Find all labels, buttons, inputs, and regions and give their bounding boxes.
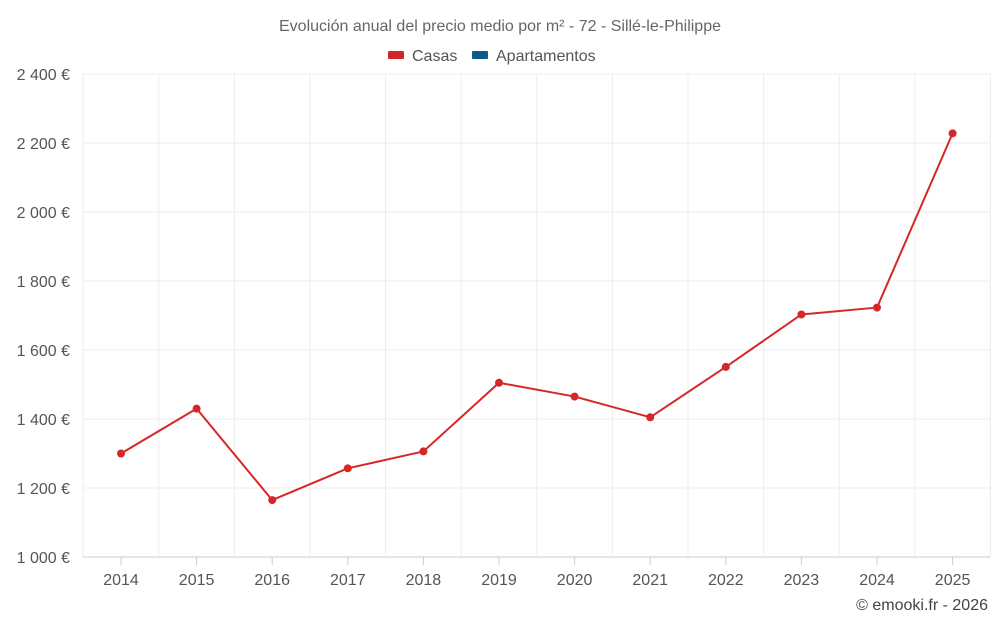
data-point-casas[interactable] <box>646 413 655 422</box>
y-tick-label: 2 200 € <box>17 136 70 153</box>
credit-text: © emooki.fr - 2026 <box>856 597 988 614</box>
series-casas <box>117 129 957 505</box>
data-point-casas[interactable] <box>797 310 806 319</box>
x-tick-label: 2024 <box>859 572 895 589</box>
y-tick-label: 1 200 € <box>17 481 70 498</box>
chart-title: Evolución anual del precio medio por m² … <box>279 18 721 35</box>
legend-item-apartamentos[interactable]: Apartamentos <box>472 48 596 65</box>
data-point-casas[interactable] <box>117 449 125 458</box>
data-point-casas[interactable] <box>495 378 503 387</box>
y-tick-label: 2 000 € <box>17 205 70 222</box>
data-point-casas[interactable] <box>570 392 579 401</box>
legend: Casas Apartamentos <box>388 48 596 65</box>
x-tick-label: 2021 <box>632 572 668 589</box>
x-tick-label: 2020 <box>557 572 593 589</box>
data-point-casas[interactable] <box>419 447 428 456</box>
legend-label-apartamentos: Apartamentos <box>496 48 596 65</box>
y-axis-ticks: 1 000 € 1 200 € 1 400 € 1 600 € 1 800 € 2 000… <box>17 67 70 567</box>
legend-label-casas: Casas <box>412 48 457 65</box>
y-tick-label: 2 400 € <box>17 67 70 84</box>
x-tick-label: 2019 <box>481 572 517 589</box>
legend-swatch-casas <box>388 51 404 59</box>
data-point-casas[interactable] <box>343 464 352 473</box>
grid <box>82 73 991 557</box>
y-tick-label: 1 800 € <box>17 274 70 291</box>
data-point-casas[interactable] <box>948 129 957 138</box>
x-tick-label: 2018 <box>406 572 442 589</box>
x-tick-label: 2015 <box>179 572 215 589</box>
x-tick-label: 2014 <box>103 572 139 589</box>
y-tick-label: 1 600 € <box>17 343 70 360</box>
data-point-casas[interactable] <box>192 404 201 413</box>
y-tick-label: 1 000 € <box>17 550 70 567</box>
x-tick-label: 2016 <box>254 572 290 589</box>
legend-swatch-apartamentos <box>472 51 488 59</box>
data-point-casas[interactable] <box>268 496 277 505</box>
x-tick-label: 2017 <box>330 572 366 589</box>
x-axis-ticks: 2014 2015 2016 2017 2018 2019 2020 2021 2022 2023… <box>103 557 970 589</box>
legend-item-casas[interactable]: Casas <box>388 48 457 65</box>
x-tick-label: 2022 <box>708 572 744 589</box>
x-tick-label: 2023 <box>784 572 820 589</box>
data-point-casas[interactable] <box>873 303 881 312</box>
series-line-casas <box>120 132 954 502</box>
data-point-casas[interactable] <box>721 362 730 371</box>
x-tick-label: 2025 <box>935 572 971 589</box>
y-tick-label: 1 400 € <box>17 412 70 429</box>
